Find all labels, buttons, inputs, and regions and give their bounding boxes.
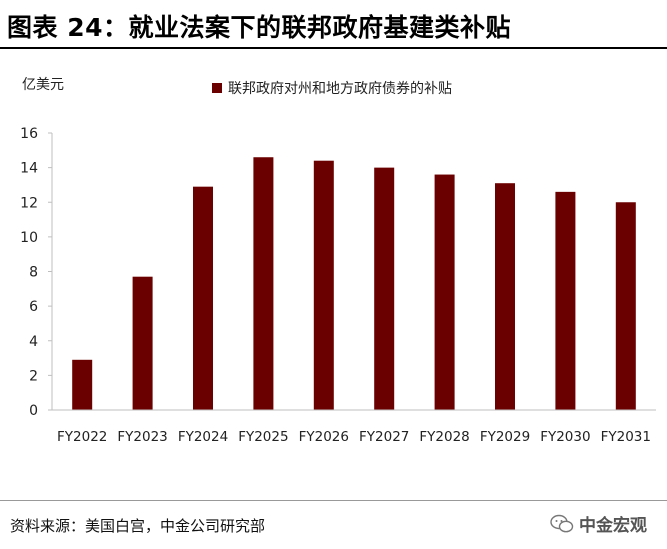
bar-fy2024 [193, 186, 213, 410]
x-tick-label: FY2030 [540, 429, 590, 445]
bar-fy2029 [495, 183, 515, 410]
y-axis-unit-label: 亿美元 [22, 77, 64, 93]
chart-title: 图表 24：就业法案下的联邦政府基建类补贴 [7, 13, 511, 42]
y-tick-label: 12 [20, 195, 38, 211]
bar-fy2027 [374, 167, 395, 410]
legend-label: 联邦政府对州和地方政府债券的补贴 [228, 81, 452, 97]
bar-fy2023 [132, 276, 153, 410]
footer-divider [0, 500, 667, 501]
y-tick-label: 8 [29, 265, 38, 281]
x-tick-label: FY2031 [601, 429, 651, 445]
y-tick-label: 16 [20, 126, 38, 142]
x-tick-label: FY2023 [117, 429, 167, 445]
bar-fy2022 [72, 359, 93, 410]
y-tick-label: 10 [20, 230, 38, 246]
bar-fy2030 [555, 191, 576, 410]
wechat-icon [550, 514, 574, 532]
bar-fy2031 [615, 202, 636, 410]
source-note: 资料来源：美国白宫，中金公司研究部 [10, 517, 266, 535]
bar-fy2026 [313, 160, 334, 410]
x-tick-label: FY2029 [480, 429, 530, 445]
x-tick-label: FY2022 [57, 429, 107, 445]
bar-fy2025 [253, 157, 274, 410]
x-tick-label: FY2027 [359, 429, 409, 445]
y-tick-label: 0 [29, 403, 38, 419]
bar-chart: 0 2 4 6 8 10 12 14 16 FY2022 FY2023 FY2024 FY2025 FY2… [20, 126, 656, 445]
x-tick-label: FY2024 [178, 429, 228, 445]
title-divider [0, 47, 667, 49]
legend: 联邦政府对州和地方政府债券的补贴 [212, 78, 452, 98]
x-tick-label: FY2025 [238, 429, 288, 445]
legend-swatch [212, 83, 222, 93]
y-tick-label: 6 [29, 299, 38, 315]
x-tick-label: FY2026 [299, 429, 349, 445]
y-tick-label: 14 [20, 161, 38, 177]
watermark-label: 中金宏观 [579, 516, 647, 536]
y-tick-label: 4 [29, 334, 38, 350]
x-tick-label: FY2028 [419, 429, 469, 445]
bar-fy2028 [434, 174, 455, 410]
y-tick-label: 2 [29, 368, 38, 384]
watermark: 中金宏观 [550, 511, 647, 536]
